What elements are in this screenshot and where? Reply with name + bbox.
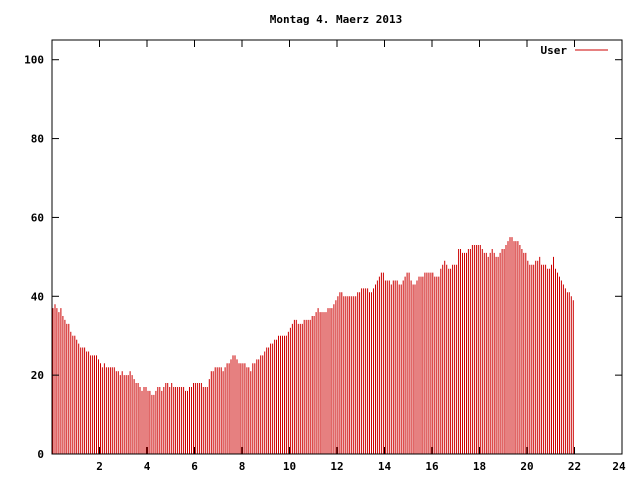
y-tick-label: 20 xyxy=(31,369,44,382)
x-tick-label: 22 xyxy=(568,460,581,473)
x-tick-label: 18 xyxy=(473,460,486,473)
x-tick-label: 10 xyxy=(283,460,296,473)
x-tick-label: 6 xyxy=(191,460,198,473)
y-tick-label: 80 xyxy=(31,133,44,146)
x-tick-label: 24 xyxy=(612,460,626,473)
chart-title: Montag 4. Maerz 2013 xyxy=(270,13,402,26)
x-tick-label: 14 xyxy=(378,460,392,473)
legend-label: User xyxy=(541,44,568,57)
x-tick-label: 16 xyxy=(425,460,439,473)
y-tick-label: 100 xyxy=(24,54,44,67)
plot-border xyxy=(51,39,623,455)
x-tick-label: 2 xyxy=(96,460,103,473)
y-tick-label: 40 xyxy=(31,290,44,303)
bars-layer xyxy=(52,237,574,454)
y-tick-label: 60 xyxy=(31,211,44,224)
x-tick-label: 20 xyxy=(520,460,533,473)
y-tick-label: 0 xyxy=(37,448,44,461)
x-tick-label: 8 xyxy=(239,460,246,473)
x-tick-label: 4 xyxy=(144,460,151,473)
legend: User xyxy=(541,44,608,57)
x-tick-label: 12 xyxy=(330,460,343,473)
